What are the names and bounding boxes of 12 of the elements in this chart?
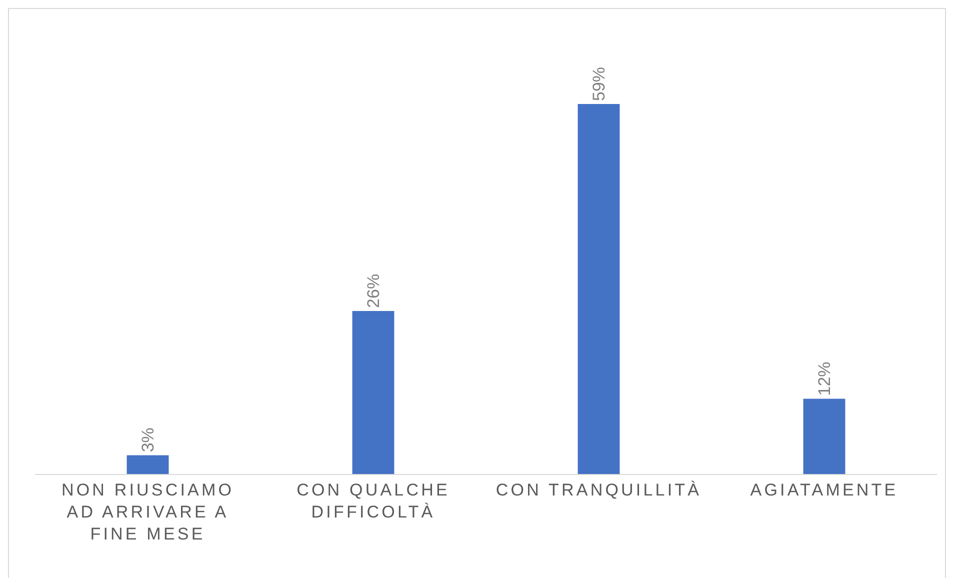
bar [803, 398, 846, 474]
data-label: 26% [364, 274, 383, 308]
data-label: 3% [138, 428, 158, 452]
data-label: 59% [589, 66, 608, 101]
x-tick-label: CON TRANQUILLITÀ [496, 480, 702, 500]
bar [578, 104, 620, 474]
x-tick-label: CON QUALCHE DIFFICOLTÀ [296, 480, 450, 522]
bar [126, 455, 169, 474]
x-tick-label: NON RIUSCIAMO AD ARRIVARE A FINE MESE [61, 480, 234, 544]
bar [352, 310, 394, 474]
data-label: 12% [814, 362, 834, 396]
x-tick-label: AGIATAMENTE [750, 480, 898, 500]
